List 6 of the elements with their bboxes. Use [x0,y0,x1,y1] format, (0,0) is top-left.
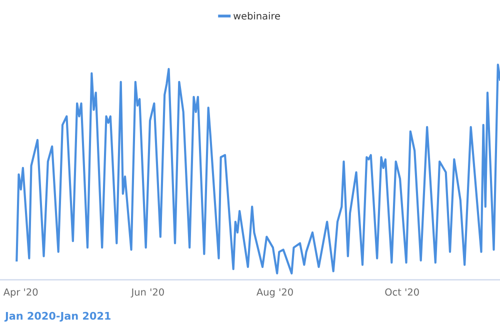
legend-label: webinaire [234,12,280,20]
text: Jan 2020-Jan 2021 [4,312,110,322]
x-tick-label: Apr '20 [3,288,38,298]
x-tick-label: Aug '20 [256,288,293,298]
x-tick-label: Oct '20 [385,288,419,296]
x-tick-label: Jun '20 [130,288,164,298]
